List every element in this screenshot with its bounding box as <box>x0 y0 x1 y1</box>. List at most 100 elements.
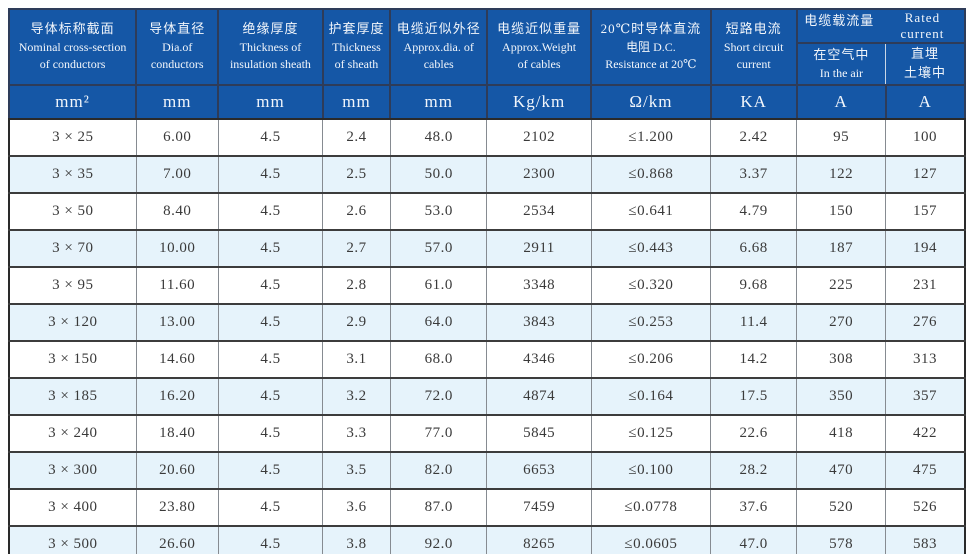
table-row: 3 × 35 7.00 4.5 2.5 50.0 2300 ≤0.868 3.37 122 127 <box>8 154 966 194</box>
table-cell: 2.6 <box>322 191 391 231</box>
col-group-header-ampacity-rated-current: 电缆载流量 Rated current <box>795 8 967 44</box>
table-cell: 6.68 <box>710 228 798 268</box>
col-header-short-circuit-current: 短路电流 Short circuit current <box>709 8 798 86</box>
table-cell: 350 <box>796 376 887 416</box>
table-cell: 3.2 <box>322 376 391 416</box>
table-cell: 11.60 <box>135 265 219 305</box>
table-cell: 3 × 50 <box>8 191 137 231</box>
table-cell: 4.5 <box>217 154 324 194</box>
table-cell: 14.60 <box>135 339 219 379</box>
table-cell: 4874 <box>486 376 592 416</box>
table-cell: ≤1.200 <box>590 117 712 157</box>
table-cell: 3 × 240 <box>8 413 137 453</box>
header-label-zh: 电缆近似外径 <box>396 21 481 37</box>
col-header-nominal-cross-section: 导体标称截面 Nominal cross-section of conducto… <box>7 8 138 86</box>
group-header-labels: 电缆载流量 Rated current <box>798 10 964 42</box>
unit-cell: Ω/km <box>590 83 712 120</box>
table-cell: 3 × 120 <box>8 302 137 342</box>
table-cell: ≤0.443 <box>590 228 712 268</box>
table-cell: 2534 <box>486 191 592 231</box>
table-cell: 64.0 <box>389 302 488 342</box>
table-cell: 48.0 <box>389 117 488 157</box>
header-label-en: In the air <box>819 65 864 80</box>
col-header-dc-resistance: 20℃时导体直流 电阻 D.C. Resistance at 20℃ <box>590 8 712 86</box>
table-cell: 13.00 <box>135 302 219 342</box>
table-cell: 16.20 <box>135 376 219 416</box>
table-cell: 2102 <box>486 117 592 157</box>
header-label-zh: 导体标称截面 <box>30 21 115 37</box>
unit-cell: Kg/km <box>485 83 593 120</box>
table-cell: 583 <box>885 524 966 554</box>
table-cell: 6653 <box>486 450 592 490</box>
table-cell: 194 <box>885 228 966 268</box>
table-cell: 20.60 <box>135 450 219 490</box>
table-cell: 4.5 <box>217 117 324 157</box>
col-header-buried-in-soil: 直埋 土壤中 <box>885 42 967 86</box>
table-row: 3 × 500 26.60 4.5 3.8 92.0 8265 ≤0.0605 47.0 578… <box>8 524 966 554</box>
table-cell: 4.79 <box>710 191 798 231</box>
table-cell: 3 × 35 <box>8 154 137 194</box>
table-cell: 276 <box>885 302 966 342</box>
table-cell: 3843 <box>486 302 592 342</box>
table-cell: 3 × 300 <box>8 450 137 490</box>
table-cell: 4.5 <box>217 376 324 416</box>
table-cell: 2300 <box>486 154 592 194</box>
table-row: 3 × 95 11.60 4.5 2.8 61.0 3348 ≤0.320 9.68 225 23… <box>8 265 966 305</box>
table-cell: 3 × 185 <box>8 376 137 416</box>
header-label-en: Approx.dia. of <box>403 39 474 54</box>
table-cell: 3 × 25 <box>8 117 137 157</box>
table-row: 3 × 400 23.80 4.5 3.6 87.0 7459 ≤0.0778 37.6 520… <box>8 487 966 527</box>
header-label-en: Dia.of <box>162 39 193 54</box>
table-cell: 308 <box>796 339 887 379</box>
header-label-en: conductors <box>150 57 204 72</box>
header-label-en: of conductors <box>39 57 106 72</box>
table-cell: 526 <box>885 487 966 527</box>
table-cell: 2.9 <box>322 302 391 342</box>
table-cell: 4.5 <box>217 487 324 527</box>
table-cell: 28.2 <box>710 450 798 490</box>
header-label-zh: 绝缘厚度 <box>242 21 299 37</box>
table-cell: 2.5 <box>322 154 391 194</box>
table-cell: 3.1 <box>322 339 391 379</box>
table-cell: 187 <box>796 228 887 268</box>
table-cell: 2.8 <box>322 265 391 305</box>
table-cell: 8.40 <box>135 191 219 231</box>
table-cell: ≤0.206 <box>590 339 712 379</box>
header-label-zh: 20℃时导体直流 <box>600 21 702 37</box>
table-cell: 7.00 <box>135 154 219 194</box>
table-cell: 100 <box>885 117 966 157</box>
table-cell: 2.7 <box>322 228 391 268</box>
table-cell: 157 <box>885 191 966 231</box>
header-label-en: current <box>736 57 771 72</box>
header-label-en: cables <box>423 57 454 72</box>
table-row: 3 × 150 14.60 4.5 3.1 68.0 4346 ≤0.206 14.2 308 3… <box>8 339 966 379</box>
group-label-ampacity: 电缆载流量 <box>804 13 875 28</box>
table-cell: 4.5 <box>217 339 324 379</box>
header-label-zh: 电缆近似重量 <box>497 21 582 37</box>
table-cell: 3.8 <box>322 524 391 554</box>
unit-cell: mm <box>389 83 488 120</box>
table-cell: 18.40 <box>135 413 219 453</box>
table-cell: 418 <box>796 413 887 453</box>
table-header: 导体标称截面 Nominal cross-section of conducto… <box>7 8 967 120</box>
table-cell: 225 <box>796 265 887 305</box>
col-header-in-the-air: 在空气中 In the air <box>795 42 887 86</box>
table-cell: 3.5 <box>322 450 391 490</box>
header-label-en: Resistance at 20℃ <box>605 57 697 72</box>
table-cell: ≤0.0605 <box>590 524 712 554</box>
table-row: 3 × 25 6.00 4.5 2.4 48.0 2102 ≤1.200 2.42 95 100 <box>8 117 966 157</box>
col-header-approx-weight: 电缆近似重量 Approx.Weight of cables <box>485 8 593 86</box>
table-row: 3 × 240 18.40 4.5 3.3 77.0 5845 ≤0.125 22.6 418 4… <box>8 413 966 453</box>
table-cell: 2.42 <box>710 117 798 157</box>
table-cell: 3 × 400 <box>8 487 137 527</box>
table-row: 3 × 50 8.40 4.5 2.6 53.0 2534 ≤0.641 4.79 150 157 <box>8 191 966 231</box>
table-cell: 68.0 <box>389 339 488 379</box>
table-cell: 4.5 <box>217 413 324 453</box>
header-label-zh: 护套厚度 <box>328 21 385 37</box>
table-cell: 4.5 <box>217 524 324 554</box>
table-cell: 2911 <box>486 228 592 268</box>
table-cell: 77.0 <box>389 413 488 453</box>
table-body: 3 × 25 6.00 4.5 2.4 48.0 2102 ≤1.200 2.42 95 100 … <box>8 117 966 554</box>
table-cell: 2.4 <box>322 117 391 157</box>
